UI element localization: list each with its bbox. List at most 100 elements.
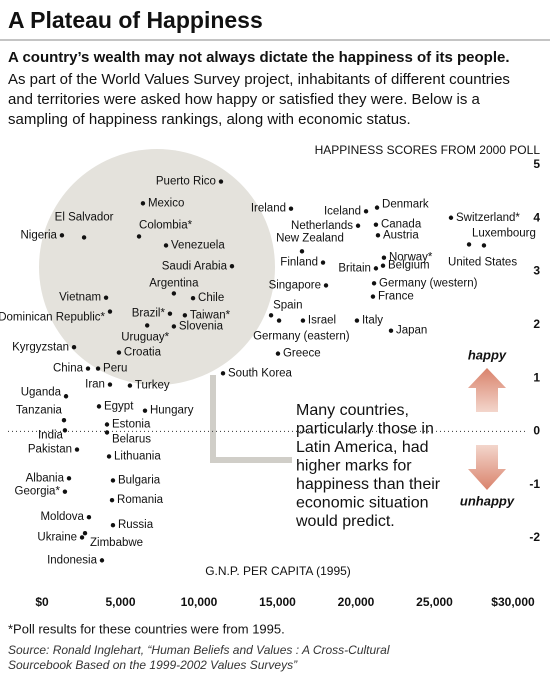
point-label: Mexico xyxy=(148,197,184,209)
data-point xyxy=(107,309,113,314)
intro-line: As part of the World Values Survey proje… xyxy=(8,71,510,88)
data-point xyxy=(466,242,472,247)
point-label: Colombia* xyxy=(139,219,193,231)
data-point xyxy=(63,394,69,399)
point-label: Lithuania xyxy=(114,451,161,463)
data-point xyxy=(95,366,101,371)
point-label: Romania xyxy=(117,494,164,506)
point-label: Iceland xyxy=(324,205,361,217)
unhappy-label: unhappy xyxy=(460,493,515,508)
point-label: Dominican Republic* xyxy=(0,312,106,324)
point-label: Taiwan* xyxy=(190,309,231,321)
point-label: Austria xyxy=(383,229,419,241)
data-point xyxy=(373,222,379,227)
data-point xyxy=(82,531,88,536)
footnote: *Poll results for these countries were f… xyxy=(8,621,285,636)
point-label: Italy xyxy=(362,315,383,327)
data-point xyxy=(171,324,177,329)
point-label: Britain xyxy=(338,262,371,274)
data-point xyxy=(355,223,361,228)
source-line: Sourcebook Based on the 1999-2002 Values… xyxy=(8,658,298,672)
data-point xyxy=(220,371,226,376)
point-label: Albania xyxy=(26,472,65,484)
point-label: Chile xyxy=(198,292,224,304)
x-tick-label: 5,000 xyxy=(105,595,135,609)
highlight-circle xyxy=(39,149,275,385)
data-point xyxy=(79,535,85,540)
data-point xyxy=(140,201,146,206)
data-point xyxy=(276,318,282,323)
data-point xyxy=(363,209,369,214)
point-label: Denmark xyxy=(382,199,429,211)
point-label: Iran xyxy=(85,379,105,391)
data-point xyxy=(300,318,306,323)
point-label: Brazil* xyxy=(132,308,166,320)
annotation-line: happiness than their xyxy=(296,476,441,493)
annotation-line: economic situation xyxy=(296,495,429,512)
data-point xyxy=(59,233,65,238)
data-point xyxy=(275,351,281,356)
data-point xyxy=(96,404,102,409)
x-tick-label: 10,000 xyxy=(181,595,218,609)
title: A Plateau of Happiness xyxy=(8,7,263,33)
point-label: Ukraine xyxy=(37,531,77,543)
data-point xyxy=(103,295,109,300)
point-label: Finland xyxy=(280,257,318,269)
intro-line: sampling of happiness rankings, along wi… xyxy=(8,111,411,128)
data-point xyxy=(109,497,115,503)
data-point xyxy=(85,366,91,371)
y-tick-label: 2 xyxy=(533,317,540,331)
point-label: Estonia xyxy=(112,419,151,431)
point-label: China xyxy=(53,363,84,375)
data-point xyxy=(320,260,326,265)
data-point xyxy=(448,215,454,220)
data-point xyxy=(323,283,329,288)
y-tick-label: -1 xyxy=(529,477,540,491)
point-label: Venezuela xyxy=(171,239,225,251)
data-point xyxy=(190,296,196,301)
point-label: India xyxy=(38,429,64,441)
x-axis-title: G.N.P. PER CAPITA (1995) xyxy=(205,564,351,578)
y-axis-title: HAPPINESS SCORES FROM 2000 POLL xyxy=(315,143,541,157)
point-label: Israel xyxy=(308,315,336,327)
data-point xyxy=(299,249,305,254)
point-label: Zimbabwe xyxy=(90,537,143,549)
data-point xyxy=(104,422,110,427)
data-point xyxy=(99,558,105,563)
point-label: Croatia xyxy=(124,347,162,359)
point-label: Pakistan xyxy=(28,444,72,456)
data-point xyxy=(144,323,150,328)
data-point xyxy=(381,255,387,260)
point-label: Vietnam xyxy=(59,292,101,304)
point-label: Argentina xyxy=(149,277,199,289)
y-tick-label: 3 xyxy=(533,264,540,278)
data-point xyxy=(373,266,379,271)
source-line: Source: Ronald Inglehart, “Human Beliefs… xyxy=(8,643,390,657)
point-label: Georgia* xyxy=(15,486,61,498)
callout-line xyxy=(210,375,292,463)
point-label: Japan xyxy=(396,325,427,337)
data-point xyxy=(104,430,110,435)
x-tick-label: $30,000 xyxy=(491,595,535,609)
annotation-line: particularly those in xyxy=(296,421,434,438)
annotation-line: Many countries, xyxy=(296,402,409,419)
point-label: Slovenia xyxy=(179,320,224,332)
x-tick-label: 15,000 xyxy=(259,595,296,609)
point-label: Uruguay* xyxy=(121,331,169,343)
data-point xyxy=(61,418,67,423)
point-label: Bulgaria xyxy=(118,474,161,486)
data-point xyxy=(142,408,148,413)
point-label: Hungary xyxy=(150,405,194,417)
data-point xyxy=(371,281,377,286)
point-label: El Salvador xyxy=(55,211,114,223)
point-label: Singapore xyxy=(269,279,321,291)
data-point xyxy=(354,318,360,323)
data-point xyxy=(62,489,68,494)
point-label: Luxembourg xyxy=(472,227,536,239)
point-label: Nigeria xyxy=(21,229,58,241)
point-label: Belarus xyxy=(112,434,151,446)
y-tick-label: 4 xyxy=(533,210,540,224)
y-tick-label: 5 xyxy=(533,157,540,171)
data-point xyxy=(71,345,77,350)
point-label: Switzerland* xyxy=(456,212,520,224)
